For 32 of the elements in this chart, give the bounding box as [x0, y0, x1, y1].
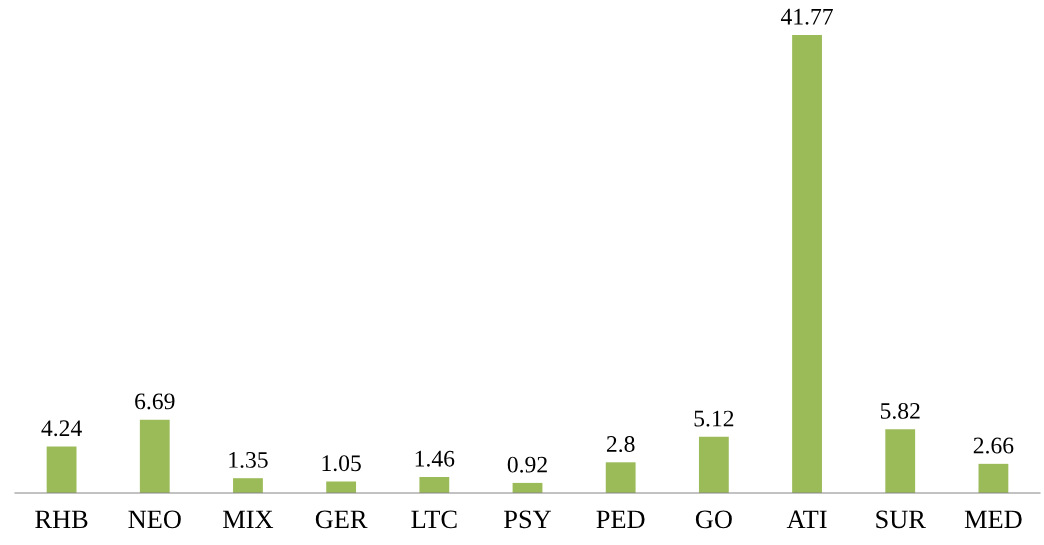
x-tick-label: RHB [35, 510, 88, 529]
data-label: 2.8 [606, 436, 635, 453]
data-label: 5.82 [880, 402, 920, 419]
data-label: 1.46 [415, 450, 455, 467]
bar [978, 463, 1009, 493]
x-tick-label: PED [596, 510, 645, 529]
x-tick-label: GER [315, 510, 368, 529]
bar [326, 481, 357, 493]
x-tick-label: ATI [786, 510, 827, 528]
bar [698, 436, 729, 493]
x-tick-label: GO [695, 510, 732, 529]
bar [419, 476, 450, 493]
x-tick-label: NEO [128, 510, 181, 529]
data-label: 41.77 [780, 8, 833, 25]
data-label: 0.92 [507, 456, 547, 473]
x-tick-label: PSY [504, 510, 552, 529]
data-label: 5.12 [694, 410, 734, 427]
bar [605, 462, 636, 493]
x-tick-label: SUR [876, 510, 926, 529]
bar [885, 429, 916, 493]
bar [792, 35, 822, 493]
data-label: 1.35 [229, 451, 268, 468]
data-label: 2.66 [973, 437, 1014, 454]
bar [46, 446, 77, 493]
x-tick-label: LTC [411, 510, 457, 529]
bar [139, 419, 170, 493]
x-tick-label: MED [964, 510, 1022, 529]
data-label: 6.69 [135, 393, 175, 410]
x-tick-label: MIX [223, 510, 274, 528]
bar [233, 478, 263, 493]
data-label: 4.24 [41, 420, 82, 437]
data-label: 1.05 [322, 455, 361, 472]
